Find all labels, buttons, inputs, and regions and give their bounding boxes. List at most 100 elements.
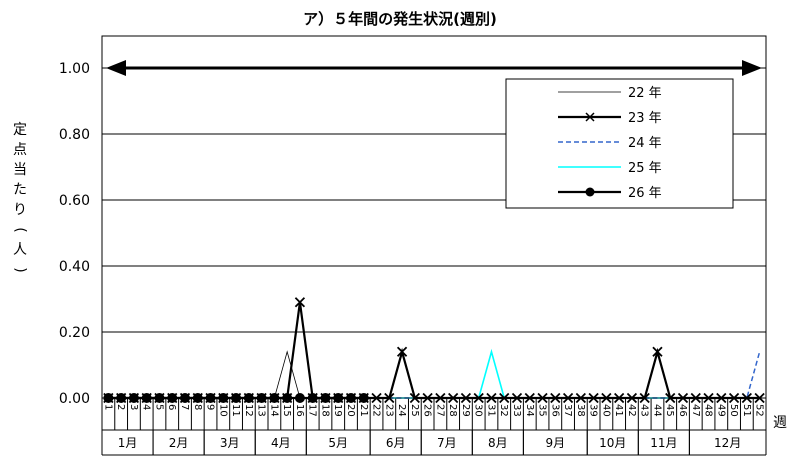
week-label: 7	[179, 404, 190, 410]
series-point	[345, 392, 357, 404]
week-label: 51	[741, 404, 752, 417]
series-point	[230, 392, 242, 404]
legend-marker	[585, 112, 595, 122]
series-point	[486, 392, 497, 404]
week-label: 15	[281, 404, 292, 417]
series-point	[524, 392, 535, 404]
series-point	[626, 392, 638, 404]
series-point	[371, 392, 382, 404]
week-label: 13	[256, 404, 267, 417]
month-label: 10月	[599, 436, 626, 450]
week-label: 31	[485, 404, 496, 417]
week-label: 3	[128, 404, 139, 410]
week-label: 9	[205, 404, 216, 410]
month-label: 4月	[271, 436, 291, 450]
series-point	[307, 392, 318, 404]
series-point	[256, 392, 267, 404]
legend-label: 24 年	[628, 136, 662, 151]
series-point	[179, 392, 191, 404]
series-point	[103, 392, 114, 404]
y-tick-label: 0.60	[59, 193, 90, 209]
series-point	[703, 392, 714, 404]
series-point	[128, 392, 140, 404]
week-label: 18	[319, 404, 330, 417]
series-point	[665, 392, 676, 404]
series-point	[716, 392, 727, 404]
series-point	[116, 392, 127, 404]
week-label: 42	[626, 404, 637, 417]
week-label: 36	[549, 404, 560, 417]
series-line	[108, 302, 760, 400]
series-point	[192, 392, 203, 404]
week-label: 28	[447, 404, 458, 417]
y-tick-label: 0.00	[59, 391, 90, 407]
week-label: 33	[511, 404, 522, 417]
week-label: 48	[703, 404, 714, 417]
series-point	[282, 392, 293, 404]
month-label: 11月	[650, 436, 677, 450]
series-point	[575, 392, 586, 404]
y-tick-label: 1.00	[59, 61, 90, 77]
x-axis: 1 2 3 4 5 6 7 8 9 10 11 12 13 14 15 16 17 18 19 20 21 22 23 24 2…	[101, 398, 767, 456]
series-point	[422, 392, 433, 404]
week-label: 39	[588, 404, 599, 417]
week-label: 49	[715, 404, 726, 417]
arrowhead-left	[106, 60, 126, 76]
series-point	[448, 392, 459, 404]
legend-label: 22 年	[628, 86, 662, 101]
series-point	[154, 392, 165, 404]
x-axis-label: 週	[773, 415, 787, 431]
y-label-char: (	[12, 227, 28, 232]
week-label: 44	[651, 404, 662, 417]
week-label: 38	[575, 404, 586, 417]
series-group	[103, 297, 765, 404]
y-label-char: )	[12, 267, 28, 272]
y-ticks: 0.00 0.20 0.40 0.60 0.80 1.00	[59, 61, 90, 407]
series-point	[269, 392, 280, 404]
week-label: 5	[153, 404, 164, 410]
legend: 22 年 23 年 24 年 25 年 26 年	[505, 78, 734, 209]
series-point	[550, 392, 561, 404]
series-point	[473, 392, 484, 404]
week-label: 46	[677, 404, 688, 417]
month-label: 7月	[437, 436, 457, 450]
week-label: 40	[600, 404, 611, 417]
month-label: 12月	[714, 436, 741, 450]
month-label: 8月	[488, 436, 508, 450]
week-label: 35	[537, 404, 548, 417]
series-point	[614, 392, 625, 404]
week-label: 37	[562, 404, 573, 417]
series-point	[218, 392, 229, 404]
series-point	[728, 392, 740, 404]
y-tick-label: 0.20	[59, 325, 90, 341]
series-point	[460, 392, 472, 404]
series-point	[652, 346, 663, 357]
week-label: 17	[307, 404, 318, 417]
y-tick-label: 0.40	[59, 259, 90, 275]
series-point	[677, 392, 689, 404]
series-line	[108, 350, 760, 399]
series-line	[108, 348, 760, 399]
series-point	[562, 392, 574, 404]
week-label: 34	[524, 404, 535, 417]
chart-title: ア）５年間の発生状況(週別)	[303, 10, 497, 28]
week-label: 47	[690, 404, 701, 417]
series-point	[141, 392, 152, 404]
y-label-char: 点	[13, 142, 27, 158]
month-label: 1月	[118, 436, 138, 450]
week-label: 41	[613, 404, 624, 417]
week-label: 1	[102, 404, 113, 410]
y-label-char: 人	[13, 242, 27, 258]
series-point	[588, 392, 599, 404]
series-point	[320, 392, 331, 404]
series-line	[108, 351, 761, 399]
week-label: 52	[754, 404, 765, 417]
month-label: 6月	[386, 436, 406, 450]
week-label: 20	[345, 404, 356, 417]
reference-line	[106, 60, 762, 76]
arrowhead-right	[742, 60, 762, 76]
legend-marker	[585, 187, 595, 197]
week-label: 10	[217, 404, 228, 417]
legend-label: 26 年	[628, 186, 662, 201]
week-label: 16	[294, 404, 305, 417]
